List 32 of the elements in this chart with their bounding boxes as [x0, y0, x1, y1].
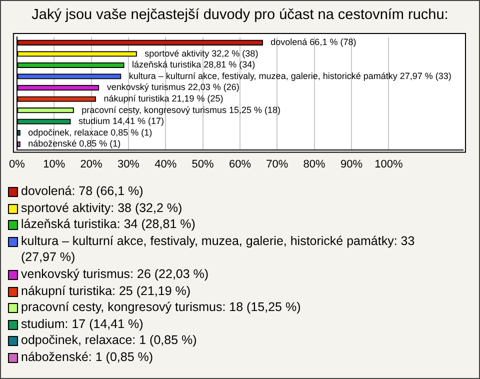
x-tick-label: 70%: [266, 158, 288, 170]
x-tick-label: 10%: [43, 158, 66, 170]
category-label: lázeňská turistika 28,81 % (34): [132, 60, 256, 70]
text: nákupní turistika: 25 (21,19 %): [21, 282, 191, 300]
x-tick-label: 20%: [80, 158, 103, 170]
text: sportové aktivity: 38 (32,2 %): [21, 200, 182, 216]
text: lázeňská turistika: 34 (28,81 %): [21, 216, 196, 233]
x-tick-label: 40%: [154, 158, 177, 170]
text: studium: 17 (14,41 %): [21, 316, 144, 332]
text: odpočinek, relaxace: 1 (0,85 %): [21, 332, 197, 349]
text: kultura – kulturní akce, festivaly, muzea, galerie, historické památky: 33 (27,97 %): [21, 232, 416, 266]
x-tick-label: 100%: [374, 158, 403, 170]
category-label: sportové aktivity 32,2 % (38): [144, 48, 258, 58]
text: venkovský turismus: 26 (22,03 %): [21, 266, 209, 283]
x-tick-label: 60%: [228, 158, 252, 170]
category-label: nákupní turistika 21,19 % (25): [104, 94, 224, 104]
x-tick-label: 80%: [303, 158, 326, 170]
text: pracovní cesty, kongresový turismus: 18 (15,25 %): [21, 299, 301, 316]
x-tick-label: 90%: [340, 158, 363, 170]
category-label: pracovní cesty, kongresový turismus 15,25 % (18): [82, 104, 281, 115]
text: náboženské: 1 (0,85 %): [21, 348, 154, 366]
chart-title: Jaký jsou vaše nejčastejší duvody pro účast na cestovním ruchu:: [30, 7, 450, 23]
category-label: odpočinek, relaxace 0,85 % (1): [28, 127, 152, 138]
category-label: dovolená 66,1 % (78): [270, 37, 356, 48]
x-tick-label: 0%: [8, 158, 26, 170]
x-tick-label: 30%: [117, 158, 140, 170]
category-label: venkovský turismus 22,03 % (26): [106, 82, 240, 92]
x-tick-label: 50%: [192, 158, 214, 170]
category-label: náboženské 0,85 % (1): [28, 138, 121, 149]
category-label: studium 14,41 % (17): [78, 116, 164, 126]
category-label: kultura – kulturní akce, festivaly, muzea, galerie, historické památky 27,97 % (33): [128, 70, 452, 81]
text: dovolená: 78 (66,1 %): [21, 183, 144, 200]
